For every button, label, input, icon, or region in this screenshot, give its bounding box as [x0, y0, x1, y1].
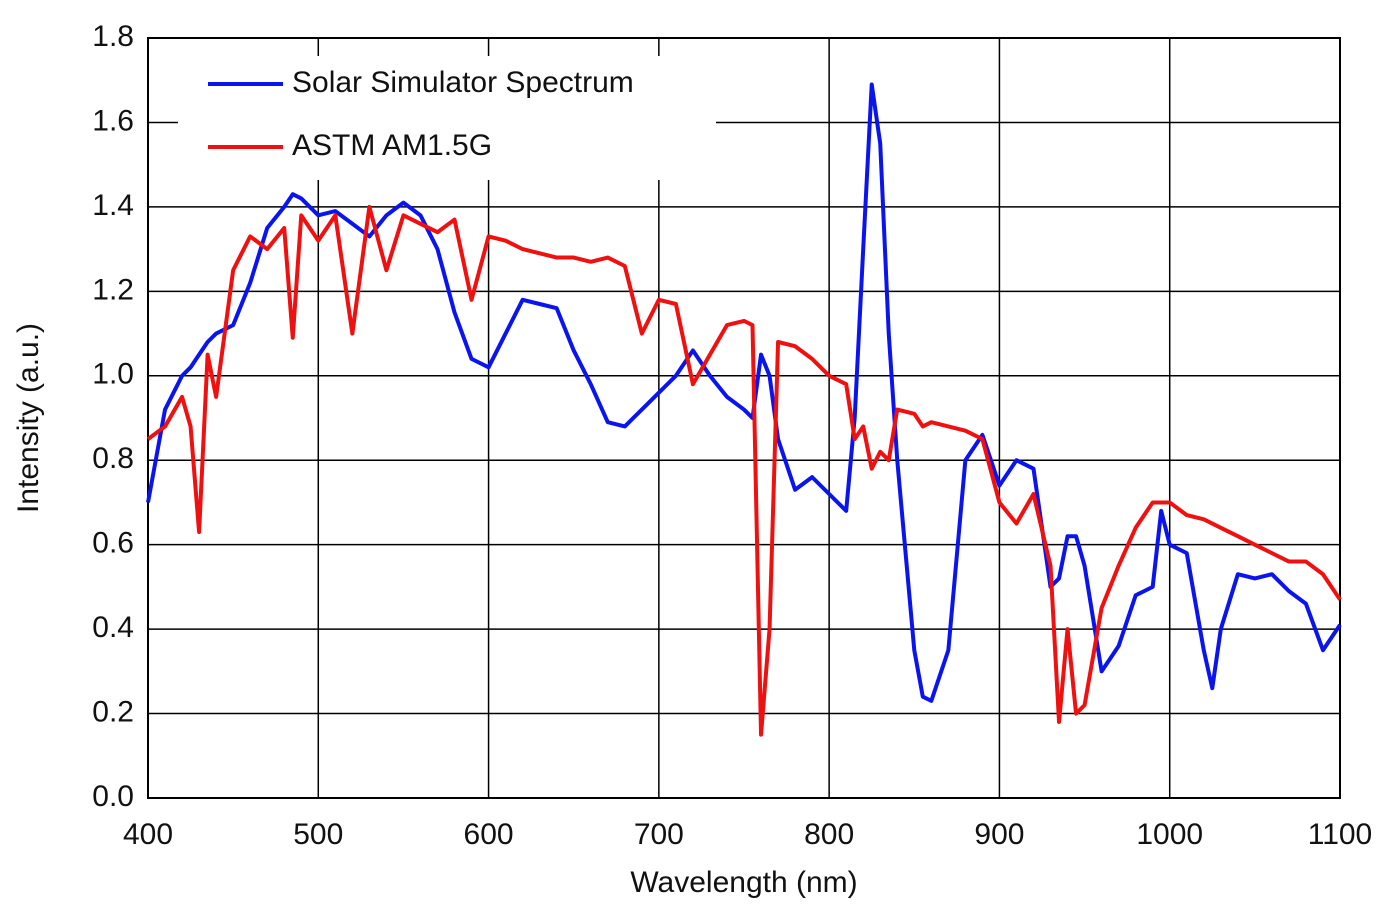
legend-label: ASTM AM1.5G: [292, 129, 492, 162]
y-tick-label: 0.6: [92, 527, 134, 560]
y-tick-label: 0.8: [92, 442, 134, 475]
x-tick-label: 900: [974, 818, 1024, 851]
y-tick-label: 1.0: [92, 358, 134, 391]
x-tick-label: 500: [293, 818, 343, 851]
x-tick-label: 700: [634, 818, 684, 851]
y-tick-label: 1.8: [92, 20, 134, 53]
y-tick-label: 0.2: [92, 695, 134, 728]
legend-box: [178, 56, 716, 180]
x-tick-label: 1100: [1308, 818, 1373, 851]
x-tick-label: 400: [123, 818, 173, 851]
x-tick-label: 600: [464, 818, 514, 851]
x-tick-label: 800: [804, 818, 854, 851]
plot-frame: [147, 37, 1341, 799]
y-tick-label: 1.2: [92, 273, 134, 306]
y-axis-label: Intensity (a.u.): [12, 323, 45, 513]
y-tick-label: 0.0: [92, 780, 134, 813]
data-line: [146, 204, 1342, 737]
data-line: [146, 82, 1342, 703]
legend-label: Solar Simulator Spectrum: [292, 66, 634, 99]
y-tick-label: 1.6: [92, 104, 134, 137]
x-tick-label: 1000: [1136, 818, 1203, 851]
y-tick-label: 0.4: [92, 611, 134, 644]
x-axis-label: Wavelength (nm): [630, 866, 857, 899]
y-tick-label: 1.4: [92, 189, 134, 222]
